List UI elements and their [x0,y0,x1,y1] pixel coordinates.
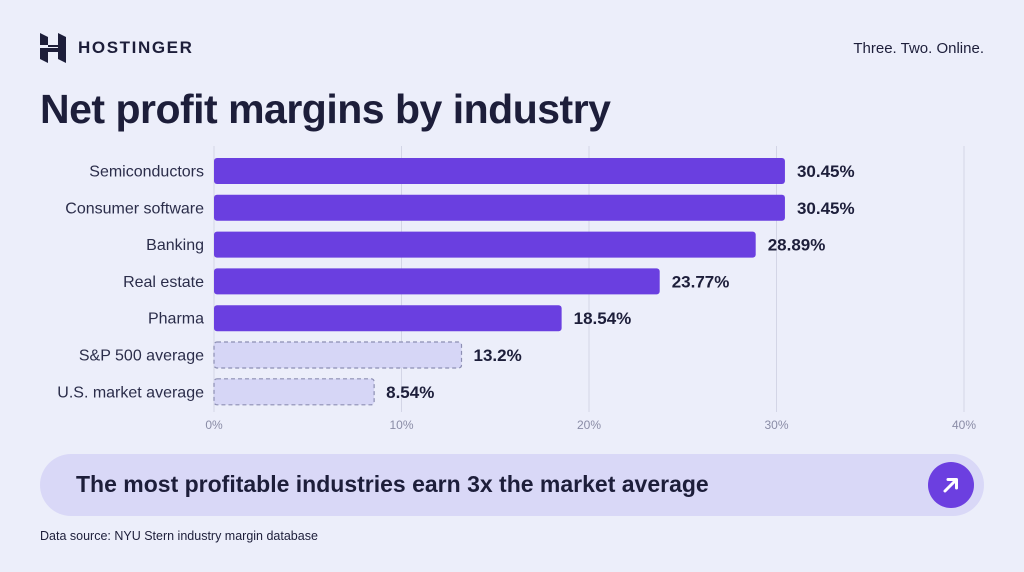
value-label: 28.89% [768,236,826,255]
hostinger-logo-icon [40,33,66,63]
category-label: U.S. market average [57,384,204,401]
bar [214,268,660,295]
category-label: Consumer software [65,200,204,217]
category-label: Pharma [148,311,204,328]
insight-banner: The most profitable industries earn 3x t… [40,454,984,516]
value-label: 30.45% [797,199,855,218]
value-label: 30.45% [797,162,855,181]
value-label: 18.54% [574,309,632,328]
bar [214,305,562,332]
brand-logo[interactable]: HOSTINGER [40,33,193,63]
bar [214,194,785,221]
arrow-up-right-icon [943,478,958,493]
arrow-button[interactable] [928,462,974,508]
profit-margin-bar-chart: 0% 10% 20% 30% 40% Semiconductors 30.45% Consum… [57,146,976,432]
value-label: 13.2% [474,346,522,365]
category-label: Real estate [123,274,204,291]
x-tick-label: 0% [205,418,223,432]
x-tick-label: 20% [577,418,601,432]
brand-name: HOSTINGER [78,38,194,57]
bar [214,158,785,184]
x-tick-label: 40% [952,418,976,432]
bar [214,231,756,258]
category-label: S&P 500 average [79,348,204,365]
value-label: 23.77% [672,272,730,291]
bar [213,341,463,369]
tagline: Three. Two. Online. [853,40,984,57]
bar [213,378,375,406]
x-tick-label: 30% [764,418,788,432]
data-source-note: Data source: NYU Stern industry margin d… [40,529,318,543]
insight-banner-text: The most profitable industries earn 3x t… [76,471,709,497]
value-label: 8.54% [386,383,434,402]
page-title: Net profit margins by industry [40,86,611,132]
category-label: Semiconductors [89,164,204,181]
category-label: Banking [146,237,204,254]
x-tick-label: 10% [389,418,413,432]
